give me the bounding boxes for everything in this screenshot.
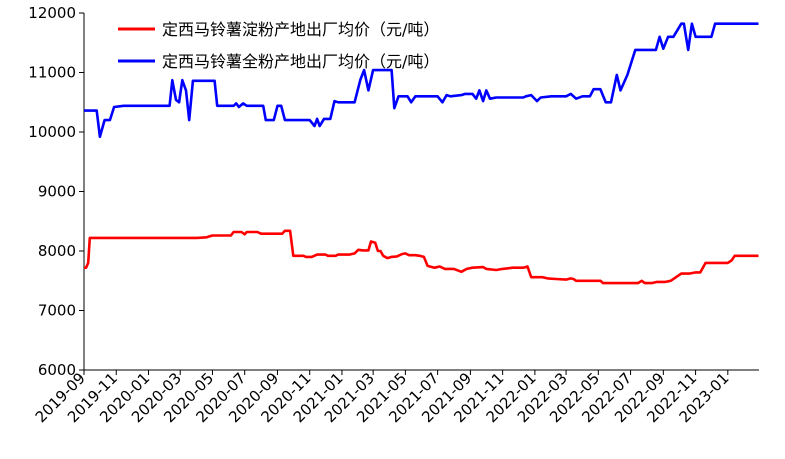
legend-label-1: 定西马铃薯淀粉产地出厂均价（元/吨） bbox=[162, 20, 439, 39]
legend: 定西马铃薯淀粉产地出厂均价（元/吨） 定西马铃薯全粉产地出厂均价（元/吨） bbox=[118, 20, 439, 71]
series-layer bbox=[84, 22, 759, 285]
y-tick-label: 12000 bbox=[28, 4, 76, 22]
y-tick-label: 9000 bbox=[38, 183, 76, 201]
y-tick-label: 11000 bbox=[28, 64, 76, 82]
y-tick-label: 10000 bbox=[28, 123, 76, 141]
series-line-2 bbox=[84, 22, 759, 139]
series-line-1 bbox=[84, 229, 759, 285]
y-tick-label: 7000 bbox=[38, 302, 76, 320]
y-tick-label: 8000 bbox=[38, 242, 76, 260]
legend-label-2: 定西马铃薯全粉产地出厂均价（元/吨） bbox=[162, 52, 439, 71]
y-tick-label: 6000 bbox=[38, 361, 76, 379]
